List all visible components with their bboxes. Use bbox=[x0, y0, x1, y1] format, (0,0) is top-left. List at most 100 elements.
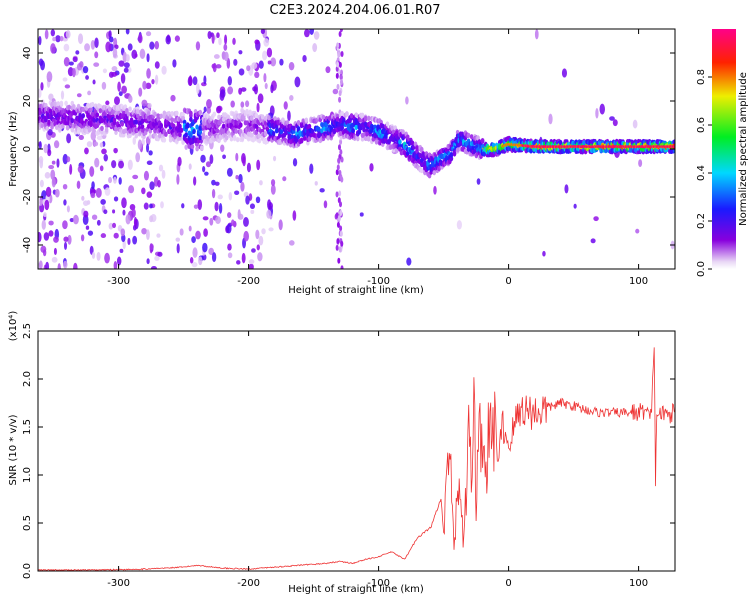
spectrogram-cell bbox=[284, 130, 288, 136]
colorbar-ticks: 0.0 0.2 0.4 0.6 0.8 bbox=[696, 69, 712, 277]
spectrogram-cell bbox=[360, 112, 365, 118]
spectrogram-cell bbox=[86, 141, 93, 148]
spectrogram-cell bbox=[168, 137, 173, 143]
spectrogram-cell bbox=[612, 119, 618, 127]
spectrogram-cell bbox=[188, 163, 192, 170]
spectrogram-cell bbox=[256, 102, 260, 113]
spectrogram-cell bbox=[47, 149, 52, 157]
spectrogram-cell bbox=[433, 185, 437, 195]
spectrogram-cell bbox=[599, 103, 605, 115]
spectrogram-cell bbox=[93, 62, 100, 67]
spectrogram-cell bbox=[235, 175, 239, 180]
spectrogram-cell bbox=[245, 120, 249, 126]
spectrogram-cell bbox=[188, 225, 192, 232]
spectrogram-cell bbox=[336, 61, 340, 68]
snr-y-tick-label: 2.0 bbox=[22, 371, 33, 387]
spectrogram-cell bbox=[257, 93, 264, 104]
spectrogram-cell bbox=[131, 208, 136, 218]
spectrogram-cell bbox=[98, 104, 103, 110]
spectrogram-cell bbox=[339, 149, 343, 156]
spectrogram-cell bbox=[121, 85, 127, 94]
spectrogram-cell bbox=[338, 31, 342, 38]
spectrogram-cell bbox=[263, 131, 268, 137]
figure-title: C2E3.2024.204.06.01.R07 bbox=[269, 3, 440, 18]
spectrogram-cell bbox=[432, 170, 437, 176]
spectrogram-cell bbox=[406, 257, 412, 266]
spectrogram-cell bbox=[161, 169, 166, 179]
spectrogram-cell bbox=[200, 145, 204, 151]
spectrogram-cell bbox=[151, 79, 155, 85]
snr-y-axis: 0.0 0.5 1.0 1.5 2.0 2.5 bbox=[22, 323, 675, 579]
spectrogram-cell bbox=[48, 230, 54, 237]
spectrogram-cell bbox=[241, 252, 246, 264]
spectrogram-cell bbox=[141, 99, 148, 107]
spectrogram-cell bbox=[339, 225, 343, 232]
spectrogram-cell bbox=[202, 216, 209, 221]
spectrogram-cell bbox=[529, 148, 533, 154]
spectrogram-cell bbox=[82, 66, 89, 74]
spectrogram-cell bbox=[340, 110, 345, 117]
spectrogram-cell bbox=[95, 187, 102, 198]
spectrogram-cell bbox=[304, 117, 309, 123]
snr-y-tick-label: 0.5 bbox=[22, 515, 33, 531]
spectrogram-cell bbox=[339, 210, 343, 217]
spectrogram-cell bbox=[359, 212, 364, 217]
spectrogram-cell bbox=[632, 119, 638, 129]
spectrogram-cell bbox=[317, 126, 321, 132]
spectrogram-cell bbox=[48, 93, 54, 101]
spectrogram-cell bbox=[128, 128, 132, 134]
spectrogram-cell bbox=[214, 181, 220, 186]
spectrogram-cell bbox=[207, 131, 212, 137]
spectrogram-cell bbox=[201, 132, 206, 138]
snr-x-label: Height of straight line (km) bbox=[288, 584, 424, 595]
spectrogram-y-label: Frequency (Hz) bbox=[8, 111, 19, 187]
spectrogram-cell bbox=[81, 106, 86, 113]
spectrogram-cell bbox=[143, 170, 149, 181]
spectrogram-cell bbox=[249, 203, 256, 210]
spectrogram-cell bbox=[258, 60, 264, 69]
spectrogram-cell bbox=[202, 242, 208, 253]
spectrogram-cell bbox=[302, 54, 307, 63]
spectrogram-cell bbox=[118, 91, 123, 97]
spectrogram-cell bbox=[44, 199, 50, 211]
spectrogram-cell bbox=[288, 61, 295, 71]
spectrogram-cell bbox=[257, 138, 262, 144]
spectrogram-cell bbox=[239, 122, 243, 128]
spectrogram-cell bbox=[84, 147, 89, 155]
spectrogram-cell bbox=[234, 128, 238, 134]
spectrogram-cell bbox=[141, 138, 145, 146]
spectrogram-cell bbox=[172, 59, 177, 68]
spectrogram-cell bbox=[44, 29, 49, 40]
spectrogram-cell bbox=[561, 68, 568, 78]
spectrogram-cell bbox=[340, 78, 344, 85]
snr-panel: -300 -200 -100 0 100 0.0 0.5 1.0 1.5 2.0 2.5 Heig… bbox=[8, 311, 676, 595]
spectrogram-cell bbox=[56, 158, 60, 168]
spectrogram-cell bbox=[87, 114, 92, 120]
spectrogram-cell bbox=[100, 233, 107, 239]
spectrogram-cell bbox=[154, 74, 159, 85]
spectrogram-cell bbox=[335, 72, 339, 79]
spectrogram-cell bbox=[211, 252, 217, 263]
spectrogram-cell bbox=[123, 67, 129, 73]
spectrogram-cell bbox=[357, 129, 362, 135]
spectrogram-cell bbox=[90, 192, 96, 199]
spectrogram-cell bbox=[82, 214, 89, 225]
spectrogram-cell bbox=[179, 228, 184, 236]
spectrogram-cell bbox=[227, 86, 234, 95]
spectrogram-cell bbox=[401, 129, 405, 135]
spectrogram-cell bbox=[221, 123, 226, 129]
spectrogram-cell bbox=[59, 100, 64, 106]
spectrogram-cell bbox=[132, 235, 138, 245]
spectrogram-cell bbox=[299, 137, 304, 143]
spectrogram-cell bbox=[107, 106, 112, 112]
spectrogram-cell bbox=[188, 75, 193, 86]
spectrogram-cell bbox=[62, 77, 68, 82]
spectrogram-cell bbox=[206, 99, 212, 109]
spectrogram-cell bbox=[120, 121, 125, 127]
spectrogram-cell bbox=[54, 124, 59, 130]
spectrogram-cell bbox=[285, 119, 290, 126]
spectrogram-cell bbox=[423, 160, 427, 166]
colorbar-tick-label: 0.2 bbox=[696, 213, 707, 229]
spectrogram-cell bbox=[224, 135, 229, 141]
spectrogram-cell bbox=[154, 61, 160, 69]
